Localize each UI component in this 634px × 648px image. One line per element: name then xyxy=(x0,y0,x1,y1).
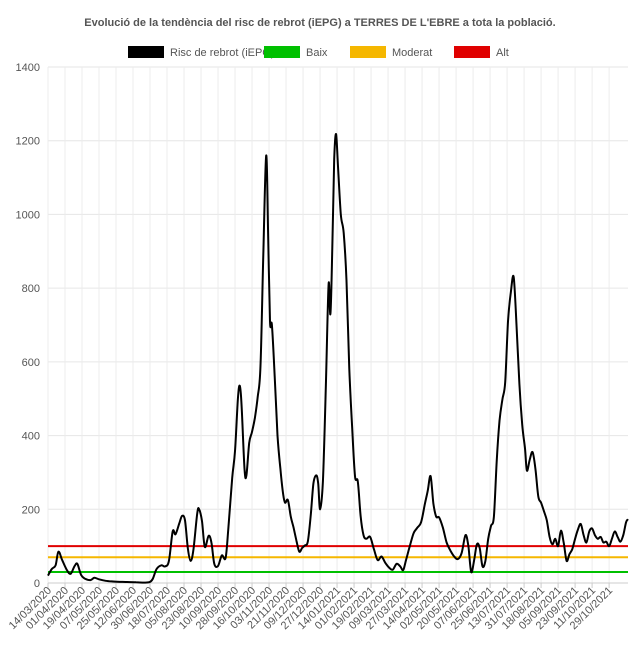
legend-swatch-3[interactable] xyxy=(454,46,490,58)
y-tick-label: 200 xyxy=(22,504,40,516)
grid xyxy=(47,66,628,588)
legend-label-0[interactable]: Risc de rebrot (iEPG) xyxy=(170,47,275,59)
legend: Risc de rebrot (iEPG) Baix Moderat Alt xyxy=(128,46,509,59)
threshold-lines xyxy=(48,545,628,573)
legend-swatch-0[interactable] xyxy=(128,46,164,58)
legend-swatch-1[interactable] xyxy=(264,46,300,58)
y-tick-label: 400 xyxy=(22,431,40,443)
legend-label-1[interactable]: Baix xyxy=(306,47,328,59)
legend-label-2[interactable]: Moderat xyxy=(392,47,432,59)
legend-label-3[interactable]: Alt xyxy=(496,47,509,59)
x-axis: 14/03/202001/04/202019/04/202007/05/2020… xyxy=(7,585,616,632)
legend-swatch-2[interactable] xyxy=(350,46,386,58)
y-axis: 0 200 400 600 800 1000 1200 1400 xyxy=(16,62,40,590)
chart-title: Evolució de la tendència del risc de reb… xyxy=(84,17,555,29)
y-tick-label: 0 xyxy=(34,578,40,590)
y-tick-label: 1200 xyxy=(16,136,40,148)
y-tick-label: 600 xyxy=(22,357,40,369)
series-lines xyxy=(47,133,629,584)
y-tick-label: 1000 xyxy=(16,209,40,221)
series-line-iepg xyxy=(47,133,629,584)
y-tick-label: 1400 xyxy=(16,62,40,74)
y-tick-label: 800 xyxy=(22,283,40,295)
